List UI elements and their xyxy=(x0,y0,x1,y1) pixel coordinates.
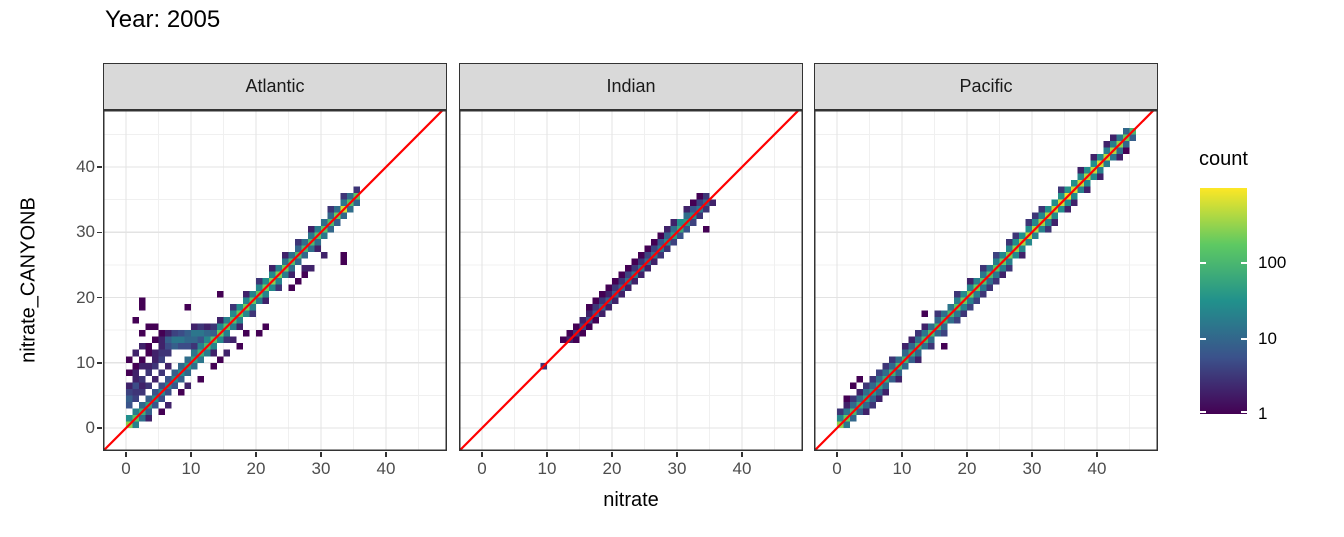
x-tick-mark xyxy=(741,452,743,457)
facet-strip-pacific: Pacific xyxy=(814,63,1158,110)
identity-line xyxy=(814,110,1156,451)
facet-strip-label: Atlantic xyxy=(245,76,305,96)
x-tick-mark xyxy=(320,452,322,457)
x-tick-label: 20 xyxy=(246,459,266,478)
legend-tick-mark xyxy=(1200,262,1206,265)
y-tick-mark xyxy=(97,231,102,234)
identity-line xyxy=(103,110,445,451)
x-tick-mark xyxy=(255,452,257,457)
panel-indian xyxy=(459,110,803,451)
x-tick-label: 40 xyxy=(732,459,752,478)
panel-border xyxy=(459,110,803,451)
facet-strip-indian: Indian xyxy=(459,63,803,110)
y-tick-mark xyxy=(97,166,102,168)
x-tick-mark xyxy=(676,452,678,457)
facet-strip-atlantic: Atlantic xyxy=(103,63,447,110)
x-tick-label: 30 xyxy=(667,459,687,478)
x-tick-label: 10 xyxy=(892,459,912,478)
y-tick-mark xyxy=(97,427,102,429)
x-tick-mark xyxy=(966,452,968,457)
y-tick-label: 40 xyxy=(76,157,95,177)
y-tick-label: 0 xyxy=(85,418,95,438)
x-tick-mark xyxy=(836,452,838,457)
x-tick-mark xyxy=(546,452,548,457)
plot-title: Year: 2005 xyxy=(105,6,221,33)
x-tick-label: 0 xyxy=(121,459,131,478)
legend-tick-mark xyxy=(1200,337,1206,340)
identity-line xyxy=(459,110,801,451)
panel-border xyxy=(103,110,447,451)
y-tick-label: 30 xyxy=(76,222,95,242)
x-tick-mark xyxy=(481,452,483,457)
x-tick-label: 0 xyxy=(832,459,842,478)
y-tick-mark xyxy=(97,362,102,364)
legend-tick-mark xyxy=(1241,262,1247,265)
x-tick-mark xyxy=(1031,452,1033,457)
panel-atlantic xyxy=(103,110,447,451)
facet-strip-label: Indian xyxy=(606,76,656,96)
x-tick-mark xyxy=(190,452,192,457)
legend-title: count xyxy=(1199,148,1248,170)
x-tick-mark xyxy=(1096,452,1098,457)
y-tick-label: 10 xyxy=(76,352,95,372)
x-tick-label: 30 xyxy=(1022,459,1042,478)
x-tick-label: 40 xyxy=(376,459,396,478)
x-tick-label: 0 xyxy=(477,459,487,478)
x-tick-mark xyxy=(385,452,387,457)
legend-colorbar xyxy=(1200,188,1247,414)
legend-tick-label: 1 xyxy=(1258,404,1268,423)
x-tick-label: 10 xyxy=(181,459,201,478)
y-tick-label: 20 xyxy=(76,287,95,307)
legend-tick-label: 100 xyxy=(1258,253,1287,273)
x-tick-label: 20 xyxy=(957,459,977,478)
y-tick-mark xyxy=(97,296,102,299)
x-axis-title: nitrate xyxy=(603,489,659,511)
y-axis-title: nitrate_CANYONB xyxy=(17,197,40,363)
x-tick-mark xyxy=(901,452,903,457)
facet-strip-label: Pacific xyxy=(959,76,1013,96)
x-tick-label: 10 xyxy=(537,459,557,478)
x-tick-mark xyxy=(125,452,127,457)
legend-tick-mark xyxy=(1241,411,1247,413)
legend-tick-mark xyxy=(1241,337,1247,340)
x-tick-mark xyxy=(611,452,613,457)
x-tick-label: 20 xyxy=(602,459,622,478)
x-tick-label: 40 xyxy=(1087,459,1107,478)
x-tick-label: 30 xyxy=(311,459,331,478)
panel-pacific xyxy=(814,110,1158,451)
panel-border xyxy=(814,110,1158,451)
legend-tick-label: 10 xyxy=(1258,328,1277,348)
legend-tick-mark xyxy=(1200,411,1206,413)
